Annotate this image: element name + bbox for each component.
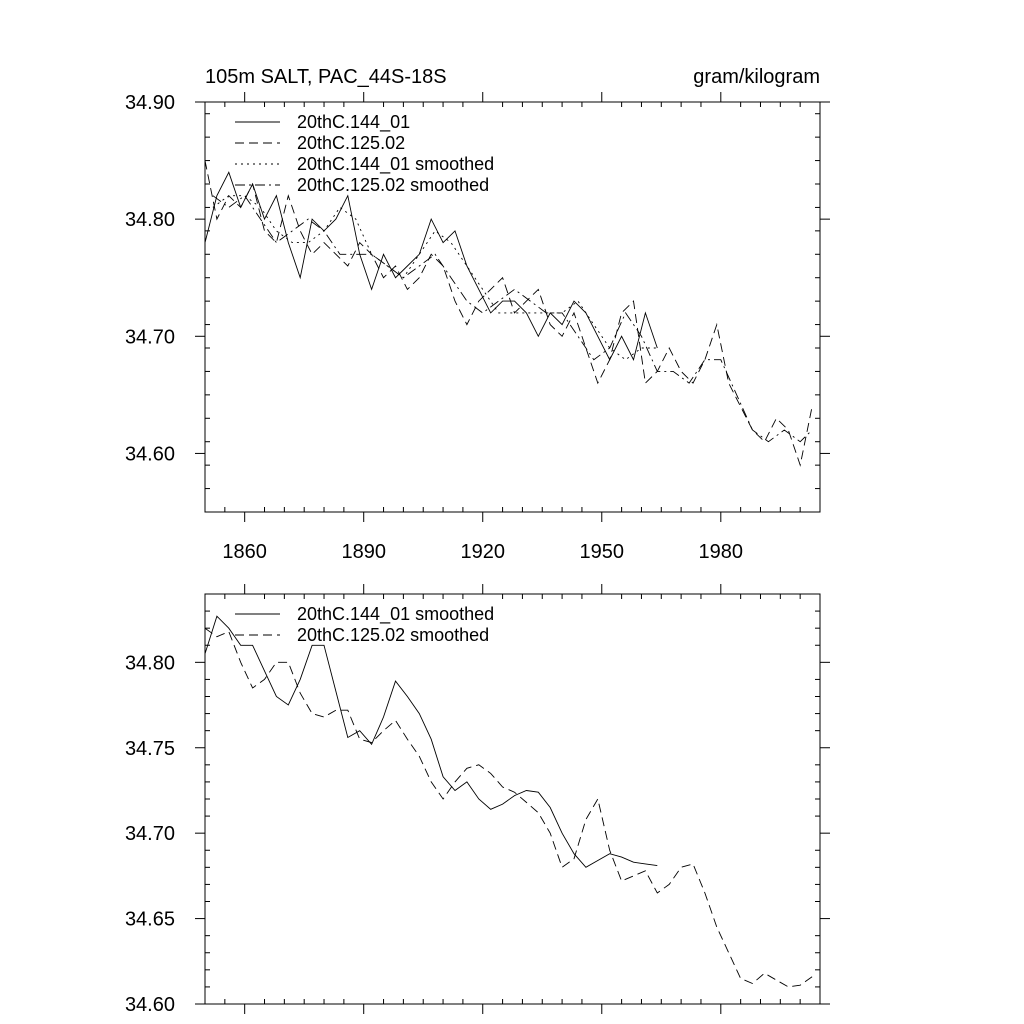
legend-label-1: 20thC.144_01 bbox=[297, 112, 410, 133]
top-chart: 105m SALT, PAC_44S-18S gram/kilogram 186… bbox=[125, 66, 830, 563]
y-tick-label: 34.60 bbox=[125, 994, 175, 1016]
top-chart-units: gram/kilogram bbox=[693, 66, 820, 88]
top-series-group bbox=[204, 160, 813, 467]
y-tick-label: 34.80 bbox=[125, 652, 175, 674]
bottom-series-group bbox=[204, 615, 813, 988]
series-line-1 bbox=[204, 615, 658, 868]
x-tick-label: 1950 bbox=[580, 541, 625, 563]
top-plot-frame bbox=[204, 101, 821, 513]
y-tick-label: 34.70 bbox=[125, 326, 175, 348]
legend-label-2: 20thC.125.02 smoothed bbox=[297, 625, 489, 645]
legend-label-3: 20thC.144_01 smoothed bbox=[297, 154, 494, 175]
y-tick-label: 34.90 bbox=[125, 92, 175, 114]
x-tick-label: 1890 bbox=[341, 541, 386, 563]
series-line-2 bbox=[204, 160, 813, 467]
y-tick-label: 34.65 bbox=[125, 909, 175, 931]
bottom-chart: 34.60 34.65 34.70 34.75 34.80 20thC.144_01 s… bbox=[125, 584, 830, 1016]
x-tick-label: 1980 bbox=[699, 541, 744, 563]
y-tick-label: 34.60 bbox=[125, 443, 175, 465]
series-line-3 bbox=[212, 195, 658, 361]
top-axis-ticks: 1860 1890 1920 1950 1980 34.60 34.70 34.80 34.90 bbox=[125, 92, 830, 563]
x-tick-label: 1860 bbox=[222, 541, 267, 563]
legend-label-2: 20thC.125.02 bbox=[297, 133, 405, 153]
legend-label-1: 20thC.144_01 smoothed bbox=[297, 604, 494, 625]
series-line-1 bbox=[204, 171, 658, 361]
y-tick-label: 34.70 bbox=[125, 823, 175, 845]
legend-label-4: 20thC.125.02 smoothed bbox=[297, 175, 489, 195]
y-tick-label: 34.80 bbox=[125, 209, 175, 231]
x-tick-label: 1920 bbox=[460, 541, 505, 563]
bottom-plot-frame bbox=[204, 593, 821, 1005]
y-tick-label: 34.75 bbox=[125, 738, 175, 760]
series-line-2 bbox=[204, 627, 813, 988]
bottom-axis-ticks: 34.60 34.65 34.70 34.75 34.80 bbox=[125, 584, 830, 1016]
series-line-4 bbox=[212, 195, 813, 443]
top-chart-title: 105m SALT, PAC_44S-18S bbox=[205, 66, 447, 88]
